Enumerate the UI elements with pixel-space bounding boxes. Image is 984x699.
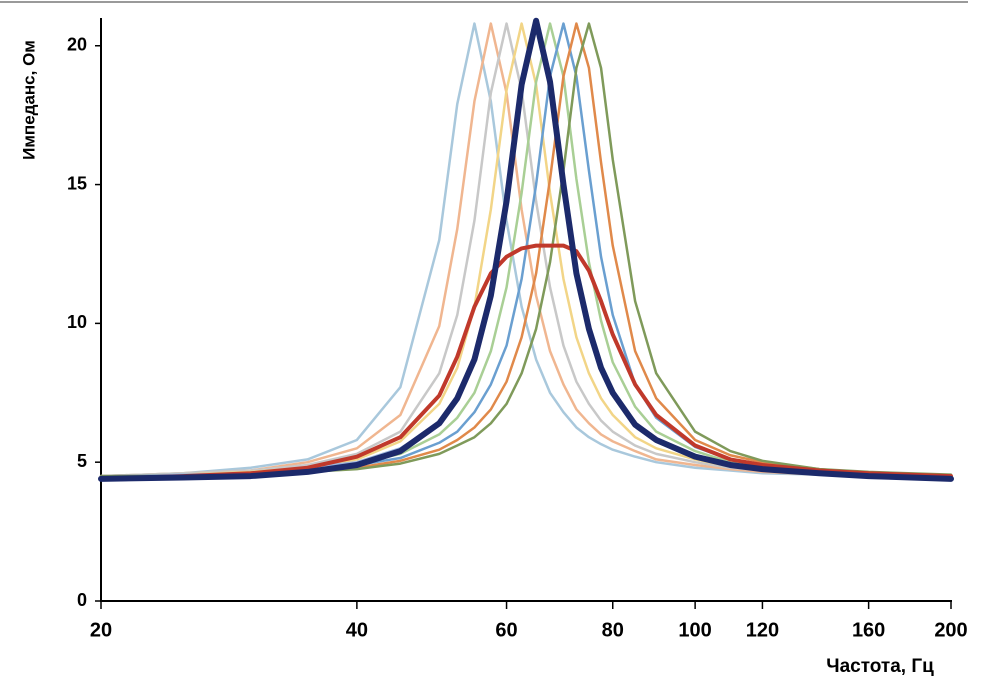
x-tick-label: 120 (746, 619, 779, 641)
x-tick-label: 40 (346, 619, 368, 641)
curve (99, 22, 953, 478)
y-tick-label: 15 (67, 173, 87, 193)
x-tick-label: 20 (90, 619, 112, 641)
curve (99, 22, 953, 478)
x-axis-label: Частота, Гц (826, 656, 934, 677)
curve (99, 22, 953, 478)
x-tick-label: 60 (495, 619, 517, 641)
y-tick-label: 5 (77, 451, 87, 471)
y-tick-label: 10 (67, 312, 87, 332)
curve (99, 243, 953, 481)
x-tick-label: 200 (934, 619, 967, 641)
y-tick-label: 0 (77, 590, 87, 610)
curve (99, 22, 953, 478)
curve (98, 17, 954, 482)
y-axis-label: Импеданс, Ом (19, 40, 38, 160)
x-tick-label: 80 (602, 619, 624, 641)
curve (99, 22, 953, 478)
y-tick-label: 20 (67, 35, 87, 55)
x-tick-label: 160 (852, 619, 885, 641)
curve (99, 22, 953, 478)
x-tick-label: 100 (678, 619, 711, 641)
